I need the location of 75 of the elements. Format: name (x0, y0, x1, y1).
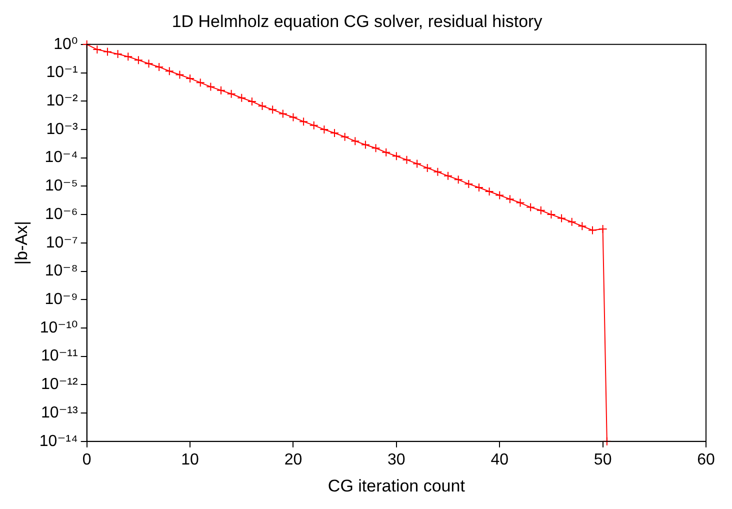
point (299, 117, 308, 126)
point (598, 224, 608, 234)
point (578, 222, 587, 231)
point (412, 159, 422, 168)
y-tick-label: 10⁻¹⁴ (39, 432, 78, 450)
y-tick-label: 10⁻⁹ (44, 291, 78, 308)
point (464, 179, 474, 188)
x-axis-title: CG iteration count (328, 476, 466, 496)
point (588, 226, 597, 235)
point (371, 144, 380, 153)
point (433, 167, 442, 176)
x-tick-label: 40 (490, 451, 509, 468)
point (268, 105, 278, 114)
point (154, 62, 164, 72)
point (330, 128, 340, 138)
x-tick-label: 20 (284, 451, 302, 468)
point (216, 86, 226, 95)
point (186, 74, 195, 83)
point (175, 70, 184, 80)
point (102, 47, 112, 56)
chart-title: 1D Helmholz equation CG solver, residual history (172, 12, 543, 31)
x-tick-label: 50 (594, 451, 612, 468)
point (164, 66, 174, 76)
x-tick-label: 60 (697, 451, 715, 468)
point (288, 112, 298, 122)
x-tick-label: 30 (388, 451, 406, 468)
y-tick-label: 10⁻¹³ (40, 404, 79, 422)
point (505, 194, 514, 204)
point (206, 82, 216, 92)
point (422, 163, 432, 172)
point (516, 198, 525, 208)
point (402, 155, 412, 164)
y-tick-label: 10⁻⁸ (44, 262, 78, 280)
x-tick-label: 0 (82, 451, 92, 468)
y-tick-label: 10⁻⁵ (44, 178, 78, 195)
point (495, 190, 504, 200)
point (392, 152, 401, 161)
point (444, 171, 453, 180)
point (454, 175, 463, 184)
point (113, 49, 122, 58)
point (196, 78, 205, 88)
point (92, 45, 102, 54)
point (526, 202, 536, 212)
point (340, 132, 350, 142)
point (258, 102, 267, 111)
point (382, 148, 391, 157)
point (536, 206, 546, 215)
point (124, 52, 133, 62)
point (134, 56, 143, 65)
y-tick-label: 10⁻¹² (40, 376, 79, 394)
y-axis-title: |b-Ax| (12, 221, 31, 265)
point (567, 217, 576, 226)
point (350, 136, 360, 146)
x-tick-label: 10 (181, 451, 200, 468)
y-tick-label: 10⁻¹¹ (40, 348, 78, 365)
y-tick-label: 10⁻¹⁰ (40, 319, 78, 336)
point (309, 120, 318, 130)
y-tick-label: 10⁻¹ (46, 64, 78, 82)
point (247, 96, 256, 106)
y-tick-label: 10⁻⁷ (46, 234, 78, 252)
point (546, 210, 556, 220)
point (474, 182, 484, 192)
y-tick-label: 10⁻³ (46, 120, 79, 138)
point (237, 93, 246, 102)
y-tick-label: 10⁰ (54, 36, 78, 53)
y-tick-label: 10⁻² (46, 92, 79, 110)
point (320, 124, 329, 134)
point (226, 89, 236, 98)
point (557, 214, 566, 223)
point (278, 109, 288, 118)
y-tick-label: 10⁻⁶ (45, 206, 78, 223)
point (144, 59, 154, 68)
y-tick-label: 10⁻⁴ (44, 149, 78, 166)
point (484, 186, 494, 196)
point (360, 140, 370, 150)
